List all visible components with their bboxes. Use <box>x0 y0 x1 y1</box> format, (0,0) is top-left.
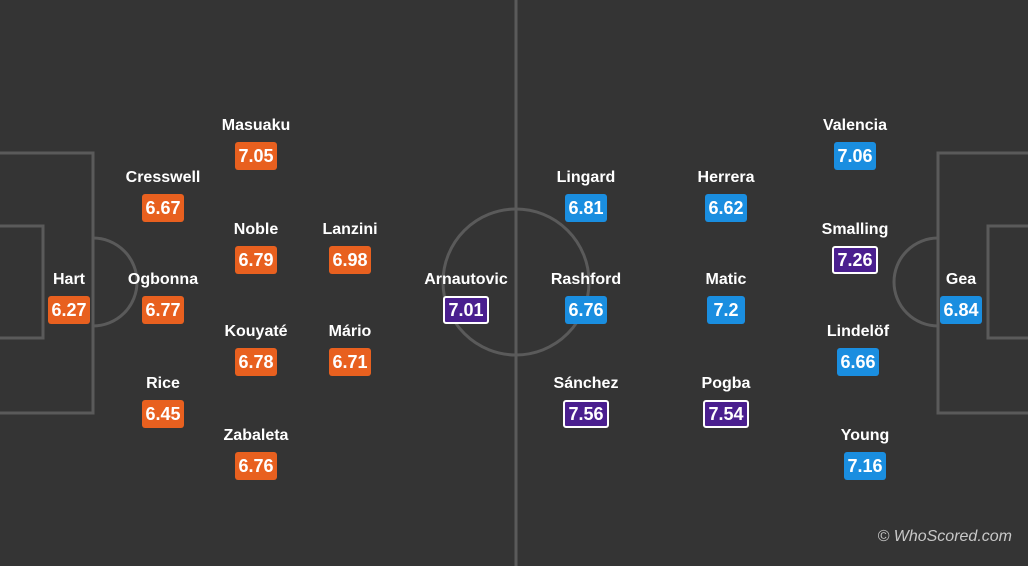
player-name: Smalling <box>821 221 889 238</box>
rating-badge: 6.84 <box>940 296 982 324</box>
player-hart[interactable]: Hart 6.27 <box>9 268 129 324</box>
player-rice[interactable]: Rice 6.45 <box>103 372 223 428</box>
player-arnautovic[interactable]: Arnautovic 7.01 <box>406 268 526 324</box>
player-lingard[interactable]: Lingard 6.81 <box>526 166 646 222</box>
player-name: Lindelöf <box>826 323 890 340</box>
rating-badge: 6.77 <box>142 296 184 324</box>
player-name: Pogba <box>701 375 751 392</box>
watermark: © WhoScored.com <box>877 528 1013 545</box>
player-zabaleta[interactable]: Zabaleta 6.76 <box>196 424 316 480</box>
rating-badge: 6.67 <box>142 194 184 222</box>
player-name: Herrera <box>697 169 755 186</box>
rating-badge: 6.81 <box>565 194 607 222</box>
rating-badge: 7.2 <box>707 296 745 324</box>
player-rashford[interactable]: Rashford 6.76 <box>526 268 646 324</box>
rating-badge: 6.27 <box>48 296 90 324</box>
rating-badge: 6.98 <box>329 246 371 274</box>
rating-badge: 6.78 <box>235 348 277 376</box>
rating-badge: 6.62 <box>705 194 747 222</box>
player-name: Young <box>840 427 890 444</box>
player-name: Masuaku <box>221 117 291 134</box>
rating-badge: 7.16 <box>844 452 886 480</box>
rating-badge: 7.05 <box>235 142 277 170</box>
rating-badge: 6.79 <box>235 246 277 274</box>
player-name: Arnautovic <box>424 271 508 288</box>
rating-badge: 6.71 <box>329 348 371 376</box>
player-herrera[interactable]: Herrera 6.62 <box>666 166 786 222</box>
player-masuaku[interactable]: Masuaku 7.05 <box>196 114 316 170</box>
player-mario[interactable]: Mário 6.71 <box>290 320 410 376</box>
rating-badge: 7.54 <box>703 400 749 428</box>
player-ogbonna[interactable]: Ogbonna 6.77 <box>103 268 223 324</box>
rating-badge: 7.26 <box>832 246 878 274</box>
rating-badge: 7.06 <box>834 142 876 170</box>
player-young[interactable]: Young 7.16 <box>805 424 925 480</box>
player-name: Rice <box>146 375 180 392</box>
player-noble[interactable]: Noble 6.79 <box>196 218 316 274</box>
player-name: Cresswell <box>125 169 201 186</box>
rating-badge: 6.76 <box>235 452 277 480</box>
player-name: Mário <box>328 323 372 340</box>
rating-badge: 6.66 <box>837 348 879 376</box>
player-name: Zabaleta <box>223 427 289 444</box>
player-name: Kouyaté <box>224 323 288 340</box>
player-cresswell[interactable]: Cresswell 6.67 <box>103 166 223 222</box>
player-name: Noble <box>233 221 279 238</box>
player-name: Ogbonna <box>127 271 199 288</box>
player-name: Hart <box>52 271 85 288</box>
player-name: Lingard <box>556 169 616 186</box>
player-lanzini[interactable]: Lanzini 6.98 <box>290 218 410 274</box>
player-sanchez[interactable]: Sánchez 7.56 <box>526 372 646 428</box>
player-name: Valencia <box>822 117 888 134</box>
player-lindelof[interactable]: Lindelöf 6.66 <box>798 320 918 376</box>
player-pogba[interactable]: Pogba 7.54 <box>666 372 786 428</box>
player-name: Lanzini <box>322 221 378 238</box>
player-smalling[interactable]: Smalling 7.26 <box>795 218 915 274</box>
player-gea[interactable]: Gea 6.84 <box>901 268 1021 324</box>
rating-badge: 6.76 <box>565 296 607 324</box>
player-name: Rashford <box>550 271 622 288</box>
player-name: Matic <box>705 271 747 288</box>
player-matic[interactable]: Matic 7.2 <box>666 268 786 324</box>
player-name: Gea <box>945 271 977 288</box>
player-name: Sánchez <box>553 375 619 392</box>
rating-badge: 6.45 <box>142 400 184 428</box>
rating-badge: 7.56 <box>563 400 609 428</box>
player-kouyate[interactable]: Kouyaté 6.78 <box>196 320 316 376</box>
player-valencia[interactable]: Valencia 7.06 <box>795 114 915 170</box>
rating-badge: 7.01 <box>443 296 489 324</box>
